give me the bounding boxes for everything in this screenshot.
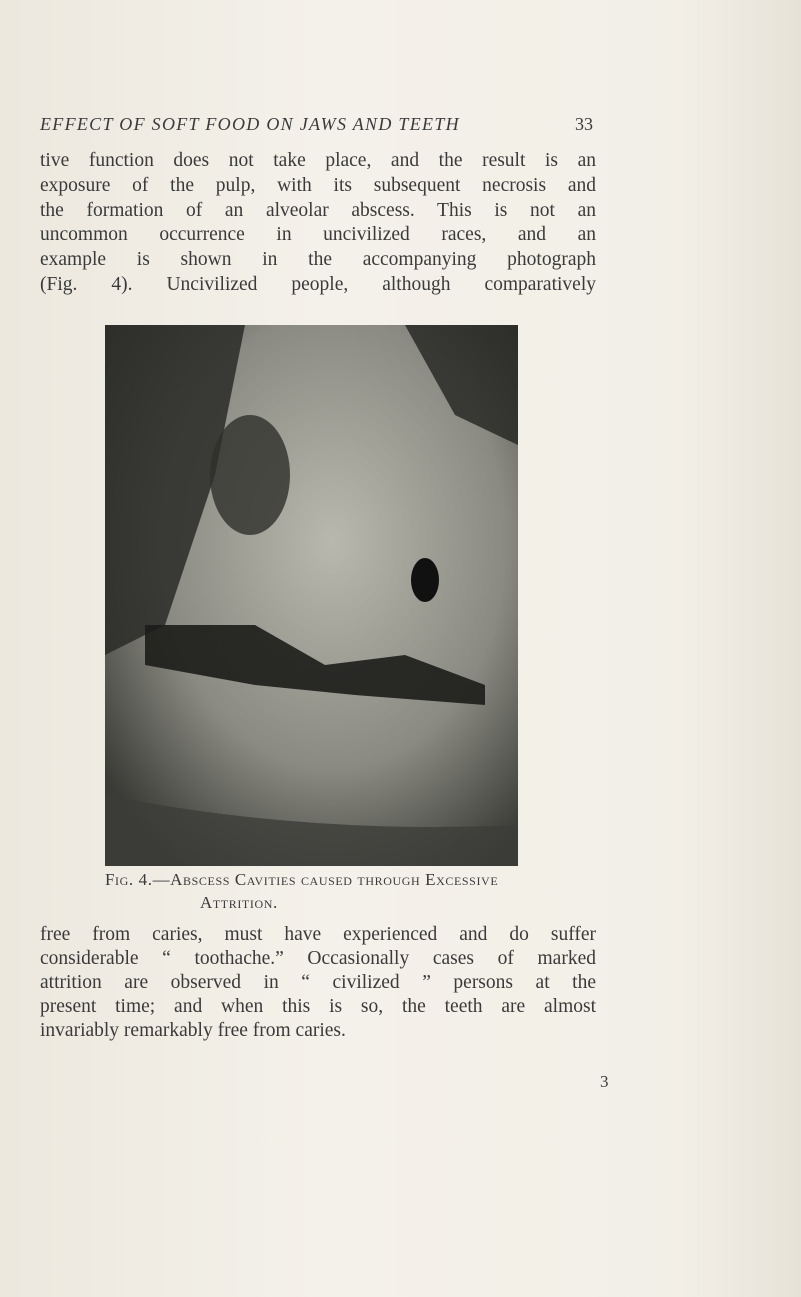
text-line: uncommon occurrence in uncivilized races… [40, 224, 596, 246]
photograph [105, 325, 518, 866]
text-line: the formation of an alveolar abscess. Th… [40, 199, 596, 221]
text-line: attrition are observed in “ civilized ” … [40, 972, 596, 993]
text-line: tive function does not take place, and t… [40, 150, 596, 171]
signature-mark: 3 [600, 1072, 609, 1091]
text-line: exposure of the pulp, with its subsequen… [40, 174, 596, 196]
running-head: EFFECT OF SOFT FOOD ON JAWS AND TEETH [40, 114, 460, 134]
figure-caption: Fig. 4.—Abscess Cavities caused through … [105, 870, 499, 889]
text-line: present time; and when this is so, the t… [40, 996, 596, 1017]
text-line: considerable “ toothache.” Occasionally … [40, 948, 596, 969]
text-line: invariably remarkably free from caries. [40, 1020, 346, 1041]
figure-caption: Attrition. [200, 893, 278, 912]
text-line: example is shown in the accompanying pho… [40, 249, 596, 271]
text-line: (Fig. 4). Uncivilized people, although c… [40, 274, 596, 295]
page-number: 33 [575, 114, 593, 134]
text-line: free from caries, must have experienced … [40, 924, 596, 945]
